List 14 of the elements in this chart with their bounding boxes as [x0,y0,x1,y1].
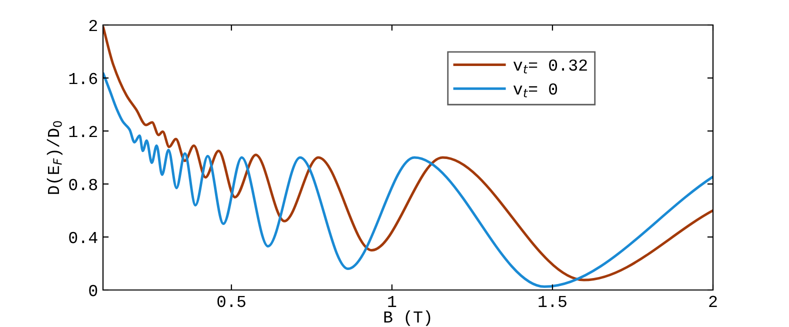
y-tick-label: 1.2 [69,126,97,138]
y-axis-title: D(E$_{F}$)/D$_{0}$ [46,121,62,194]
x-axis-title: B (T) [384,310,430,326]
x-tick-label: 1.5 [538,296,566,308]
x-tick-label: 2 [709,296,717,307]
legend-label: v$_{t}$= 0.32 [513,59,587,74]
y-tick-label: 0.8 [69,178,98,190]
y-tick-label: 2 [89,20,97,32]
x-tick-label: 1 [388,296,396,307]
x-tick-label: 0.5 [217,296,246,308]
y-tick-label: 0 [89,284,98,296]
y-tick-label: 1.6 [69,72,98,84]
legend-label: v$_{t}$= 0 [513,83,558,98]
y-tick-label: 0.4 [69,232,98,244]
